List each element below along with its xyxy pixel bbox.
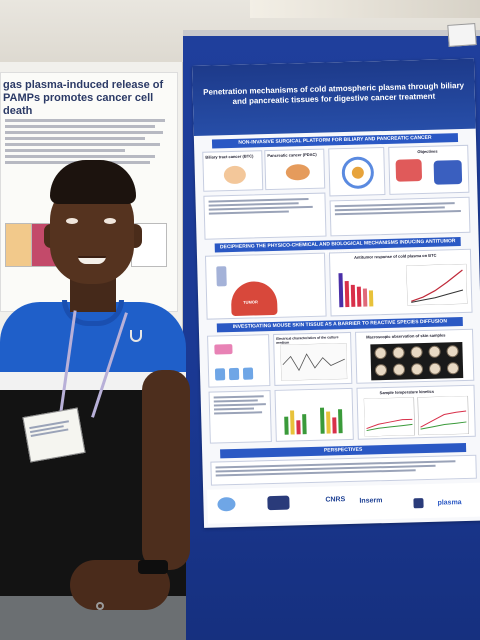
board-frame: [183, 30, 480, 38]
main-poster: Penetration mechanisms of cold atmospher…: [192, 58, 480, 528]
sample-well: [228, 367, 240, 381]
bar: [356, 286, 362, 307]
skin-sample-grid: [370, 342, 464, 381]
bar: [290, 410, 295, 435]
logo-mark: [217, 497, 236, 512]
skin-sample: [410, 363, 424, 376]
organ-illustration: [285, 163, 311, 181]
bar: [326, 411, 331, 434]
panel-pdac: Pancreatic cancer (PDAC): [264, 148, 326, 191]
bar: [338, 273, 344, 308]
device-illustration: [395, 159, 423, 182]
panel-btc: Biliary tract cancer (BTC): [202, 150, 264, 192]
bar: [350, 284, 356, 307]
skin-sample: [392, 346, 405, 359]
panel-label: Biliary tract cancer (BTC): [205, 153, 254, 160]
panel-species-profile: [274, 387, 354, 442]
plasma-jet: [216, 266, 227, 287]
name-badge: [22, 407, 86, 463]
setup-illustration: [214, 344, 233, 355]
sample-well: [242, 367, 254, 380]
shirt-stripe: [0, 372, 186, 390]
panel-objectives: Objectives: [388, 144, 470, 195]
panel-temperature: Sample temperature kinetics: [356, 384, 476, 440]
bar: [319, 407, 325, 434]
smile: [78, 256, 106, 264]
bar: [368, 290, 374, 307]
panel-setup: [207, 334, 271, 388]
panel-skin-samples: Macroscopic observation of skin samples: [355, 328, 475, 384]
panel-label: Objectives: [417, 148, 438, 155]
bar: [362, 288, 368, 307]
skin-sample: [428, 362, 442, 375]
board-number-tag: [447, 23, 477, 47]
ceiling-light: [250, 0, 480, 18]
bar: [344, 280, 350, 308]
person: [0, 150, 200, 640]
panel-mechanism: TUMOR: [204, 252, 327, 320]
ring: [96, 602, 104, 610]
bar: [296, 420, 301, 435]
electrical-chart: [280, 343, 348, 381]
eye: [66, 218, 78, 224]
growth-curve-chart: [406, 263, 468, 306]
skin-sample: [392, 363, 406, 376]
panel-text: [203, 192, 327, 240]
eye: [104, 218, 116, 224]
skin-sample: [446, 345, 459, 358]
species-bar-chart: [282, 399, 349, 435]
badge-text: [29, 419, 78, 439]
logo-mark: [267, 495, 290, 511]
panel-label: Sample temperature kinetics: [379, 388, 435, 396]
bar: [284, 416, 289, 435]
bar: [332, 417, 337, 434]
tumor-label: TUMOR: [243, 299, 258, 305]
wristwatch: [138, 560, 168, 574]
panel-label: Antitumor response of cold plasma on BTC: [353, 252, 437, 260]
panel-label: Macroscopic observation of skin samples: [366, 332, 446, 340]
logo-strip: CNRS Inserm plasma: [207, 482, 480, 524]
logo-inserm: Inserm: [359, 497, 383, 505]
sample-well: [214, 368, 226, 381]
panel-diagram: [328, 146, 386, 197]
skin-sample: [410, 346, 423, 359]
left-poster-title: gas plasma-induced release of PAMPs prom…: [3, 79, 164, 117]
bar: [302, 414, 307, 435]
right-arm: [142, 370, 190, 570]
panel-text: [329, 196, 471, 237]
skin-sample: [446, 362, 460, 375]
skin-sample: [374, 364, 388, 377]
panel-perspectives: [210, 454, 477, 486]
logo-cnrs: CNRS: [325, 496, 346, 504]
hair: [50, 160, 136, 204]
panel-label: Pancreatic cancer (PDAC): [267, 151, 317, 159]
skin-sample: [428, 345, 441, 358]
bar: [338, 409, 343, 434]
logo-plasma: plasma: [437, 499, 462, 507]
device-illustration: [433, 159, 463, 185]
panel-antitumor: Antitumor response of cold plasma on BTC: [328, 248, 473, 317]
logo-mark: [413, 498, 424, 509]
shirt-logo: [130, 330, 142, 342]
bar-chart: [338, 266, 379, 308]
organ-illustration: [223, 165, 247, 185]
panel-electrical: Electrical characteristics of the cultur…: [273, 331, 353, 386]
panel-text: [208, 390, 272, 444]
temperature-chart: [363, 395, 469, 437]
skin-sample: [374, 347, 387, 360]
